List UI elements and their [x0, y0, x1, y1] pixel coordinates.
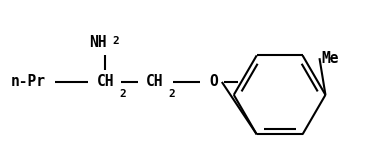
- Text: 2: 2: [119, 89, 126, 99]
- Text: 2: 2: [168, 89, 175, 99]
- Text: NH: NH: [89, 35, 107, 50]
- Text: n-Pr: n-Pr: [11, 74, 46, 90]
- Text: CH: CH: [97, 74, 114, 90]
- Text: Me: Me: [322, 51, 339, 66]
- Text: O: O: [210, 74, 218, 90]
- Text: 2: 2: [112, 36, 119, 46]
- Text: CH: CH: [146, 74, 164, 90]
